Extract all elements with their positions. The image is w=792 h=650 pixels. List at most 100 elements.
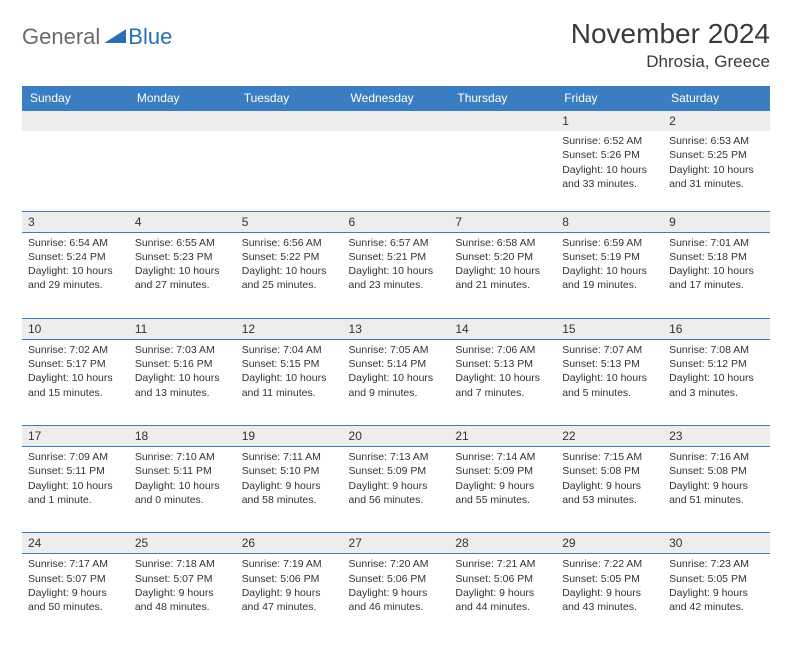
day2-text: and 55 minutes. xyxy=(455,493,550,507)
day-number: 1 xyxy=(556,111,663,132)
sunset-text: Sunset: 5:11 PM xyxy=(135,464,230,478)
day-cell: Sunrise: 7:01 AMSunset: 5:18 PMDaylight:… xyxy=(663,232,770,318)
day-cell: Sunrise: 7:11 AMSunset: 5:10 PMDaylight:… xyxy=(236,447,343,533)
day1-text: Daylight: 10 hours xyxy=(28,479,123,493)
day-number: 19 xyxy=(236,426,343,447)
day-number xyxy=(22,111,129,132)
day1-text: Daylight: 9 hours xyxy=(28,586,123,600)
sunset-text: Sunset: 5:13 PM xyxy=(562,357,657,371)
sunrise-text: Sunrise: 6:54 AM xyxy=(28,236,123,250)
day-number: 14 xyxy=(449,318,556,339)
day1-text: Daylight: 10 hours xyxy=(349,371,444,385)
day-number: 15 xyxy=(556,318,663,339)
day1-text: Daylight: 10 hours xyxy=(242,371,337,385)
day1-text: Daylight: 10 hours xyxy=(455,371,550,385)
location-label: Dhrosia, Greece xyxy=(571,52,770,72)
day-number: 2 xyxy=(663,111,770,132)
day1-text: Daylight: 10 hours xyxy=(562,371,657,385)
sunrise-text: Sunrise: 7:16 AM xyxy=(669,450,764,464)
day-cell: Sunrise: 6:59 AMSunset: 5:19 PMDaylight:… xyxy=(556,232,663,318)
day1-text: Daylight: 10 hours xyxy=(242,264,337,278)
sunrise-text: Sunrise: 7:11 AM xyxy=(242,450,337,464)
sunset-text: Sunset: 5:07 PM xyxy=(28,572,123,586)
day-cell: Sunrise: 7:15 AMSunset: 5:08 PMDaylight:… xyxy=(556,447,663,533)
day-cell: Sunrise: 6:52 AMSunset: 5:26 PMDaylight:… xyxy=(556,131,663,211)
brand-logo: General Blue xyxy=(22,18,172,50)
sunrise-text: Sunrise: 7:23 AM xyxy=(669,557,764,571)
sunset-text: Sunset: 5:10 PM xyxy=(242,464,337,478)
sunrise-text: Sunrise: 7:20 AM xyxy=(349,557,444,571)
daynum-row: 24252627282930 xyxy=(22,533,770,554)
day2-text: and 53 minutes. xyxy=(562,493,657,507)
sunrise-text: Sunrise: 6:58 AM xyxy=(455,236,550,250)
day-cell: Sunrise: 7:02 AMSunset: 5:17 PMDaylight:… xyxy=(22,340,129,426)
day2-text: and 29 minutes. xyxy=(28,278,123,292)
sunset-text: Sunset: 5:05 PM xyxy=(562,572,657,586)
day-cell: Sunrise: 7:09 AMSunset: 5:11 PMDaylight:… xyxy=(22,447,129,533)
day-number: 24 xyxy=(22,533,129,554)
day-number: 28 xyxy=(449,533,556,554)
day-number: 8 xyxy=(556,211,663,232)
daynum-row: 12 xyxy=(22,111,770,132)
sunset-text: Sunset: 5:23 PM xyxy=(135,250,230,264)
sunrise-text: Sunrise: 7:09 AM xyxy=(28,450,123,464)
weekday-header: Saturday xyxy=(663,86,770,111)
day-number: 10 xyxy=(22,318,129,339)
sunrise-text: Sunrise: 7:19 AM xyxy=(242,557,337,571)
week-row: Sunrise: 6:52 AMSunset: 5:26 PMDaylight:… xyxy=(22,131,770,211)
calendar-body: 12Sunrise: 6:52 AMSunset: 5:26 PMDayligh… xyxy=(22,111,770,640)
day-cell xyxy=(449,131,556,211)
day-cell: Sunrise: 7:19 AMSunset: 5:06 PMDaylight:… xyxy=(236,554,343,640)
day2-text: and 11 minutes. xyxy=(242,386,337,400)
sunset-text: Sunset: 5:06 PM xyxy=(455,572,550,586)
day1-text: Daylight: 10 hours xyxy=(455,264,550,278)
sunset-text: Sunset: 5:07 PM xyxy=(135,572,230,586)
day-cell: Sunrise: 6:55 AMSunset: 5:23 PMDaylight:… xyxy=(129,232,236,318)
day2-text: and 0 minutes. xyxy=(135,493,230,507)
sunset-text: Sunset: 5:17 PM xyxy=(28,357,123,371)
sunset-text: Sunset: 5:21 PM xyxy=(349,250,444,264)
sunrise-text: Sunrise: 7:03 AM xyxy=(135,343,230,357)
day-cell: Sunrise: 7:16 AMSunset: 5:08 PMDaylight:… xyxy=(663,447,770,533)
day1-text: Daylight: 9 hours xyxy=(349,586,444,600)
day-cell: Sunrise: 7:04 AMSunset: 5:15 PMDaylight:… xyxy=(236,340,343,426)
week-row: Sunrise: 6:54 AMSunset: 5:24 PMDaylight:… xyxy=(22,232,770,318)
day1-text: Daylight: 9 hours xyxy=(242,479,337,493)
sunrise-text: Sunrise: 6:59 AM xyxy=(562,236,657,250)
sunset-text: Sunset: 5:25 PM xyxy=(669,148,764,162)
sunrise-text: Sunrise: 7:21 AM xyxy=(455,557,550,571)
sunrise-text: Sunrise: 7:06 AM xyxy=(455,343,550,357)
day2-text: and 15 minutes. xyxy=(28,386,123,400)
day1-text: Daylight: 10 hours xyxy=(135,371,230,385)
day2-text: and 9 minutes. xyxy=(349,386,444,400)
day-number: 9 xyxy=(663,211,770,232)
day2-text: and 58 minutes. xyxy=(242,493,337,507)
sunset-text: Sunset: 5:05 PM xyxy=(669,572,764,586)
calendar-head: Sunday Monday Tuesday Wednesday Thursday… xyxy=(22,86,770,111)
brand-part1: General xyxy=(22,24,100,50)
day-cell: Sunrise: 7:10 AMSunset: 5:11 PMDaylight:… xyxy=(129,447,236,533)
sunrise-text: Sunrise: 7:10 AM xyxy=(135,450,230,464)
day-number: 3 xyxy=(22,211,129,232)
day-cell: Sunrise: 6:58 AMSunset: 5:20 PMDaylight:… xyxy=(449,232,556,318)
sunrise-text: Sunrise: 7:22 AM xyxy=(562,557,657,571)
day1-text: Daylight: 10 hours xyxy=(669,163,764,177)
sunset-text: Sunset: 5:19 PM xyxy=(562,250,657,264)
day-cell: Sunrise: 7:20 AMSunset: 5:06 PMDaylight:… xyxy=(343,554,450,640)
sunrise-text: Sunrise: 7:07 AM xyxy=(562,343,657,357)
day-cell: Sunrise: 7:05 AMSunset: 5:14 PMDaylight:… xyxy=(343,340,450,426)
day-number: 4 xyxy=(129,211,236,232)
day-cell: Sunrise: 6:54 AMSunset: 5:24 PMDaylight:… xyxy=(22,232,129,318)
sunrise-text: Sunrise: 7:02 AM xyxy=(28,343,123,357)
day-cell xyxy=(129,131,236,211)
sunset-text: Sunset: 5:18 PM xyxy=(669,250,764,264)
day-number: 16 xyxy=(663,318,770,339)
sunset-text: Sunset: 5:11 PM xyxy=(28,464,123,478)
day1-text: Daylight: 9 hours xyxy=(669,586,764,600)
day1-text: Daylight: 9 hours xyxy=(669,479,764,493)
sunset-text: Sunset: 5:16 PM xyxy=(135,357,230,371)
sunset-text: Sunset: 5:09 PM xyxy=(349,464,444,478)
weekday-header: Monday xyxy=(129,86,236,111)
sunrise-text: Sunrise: 6:53 AM xyxy=(669,134,764,148)
day-number: 12 xyxy=(236,318,343,339)
